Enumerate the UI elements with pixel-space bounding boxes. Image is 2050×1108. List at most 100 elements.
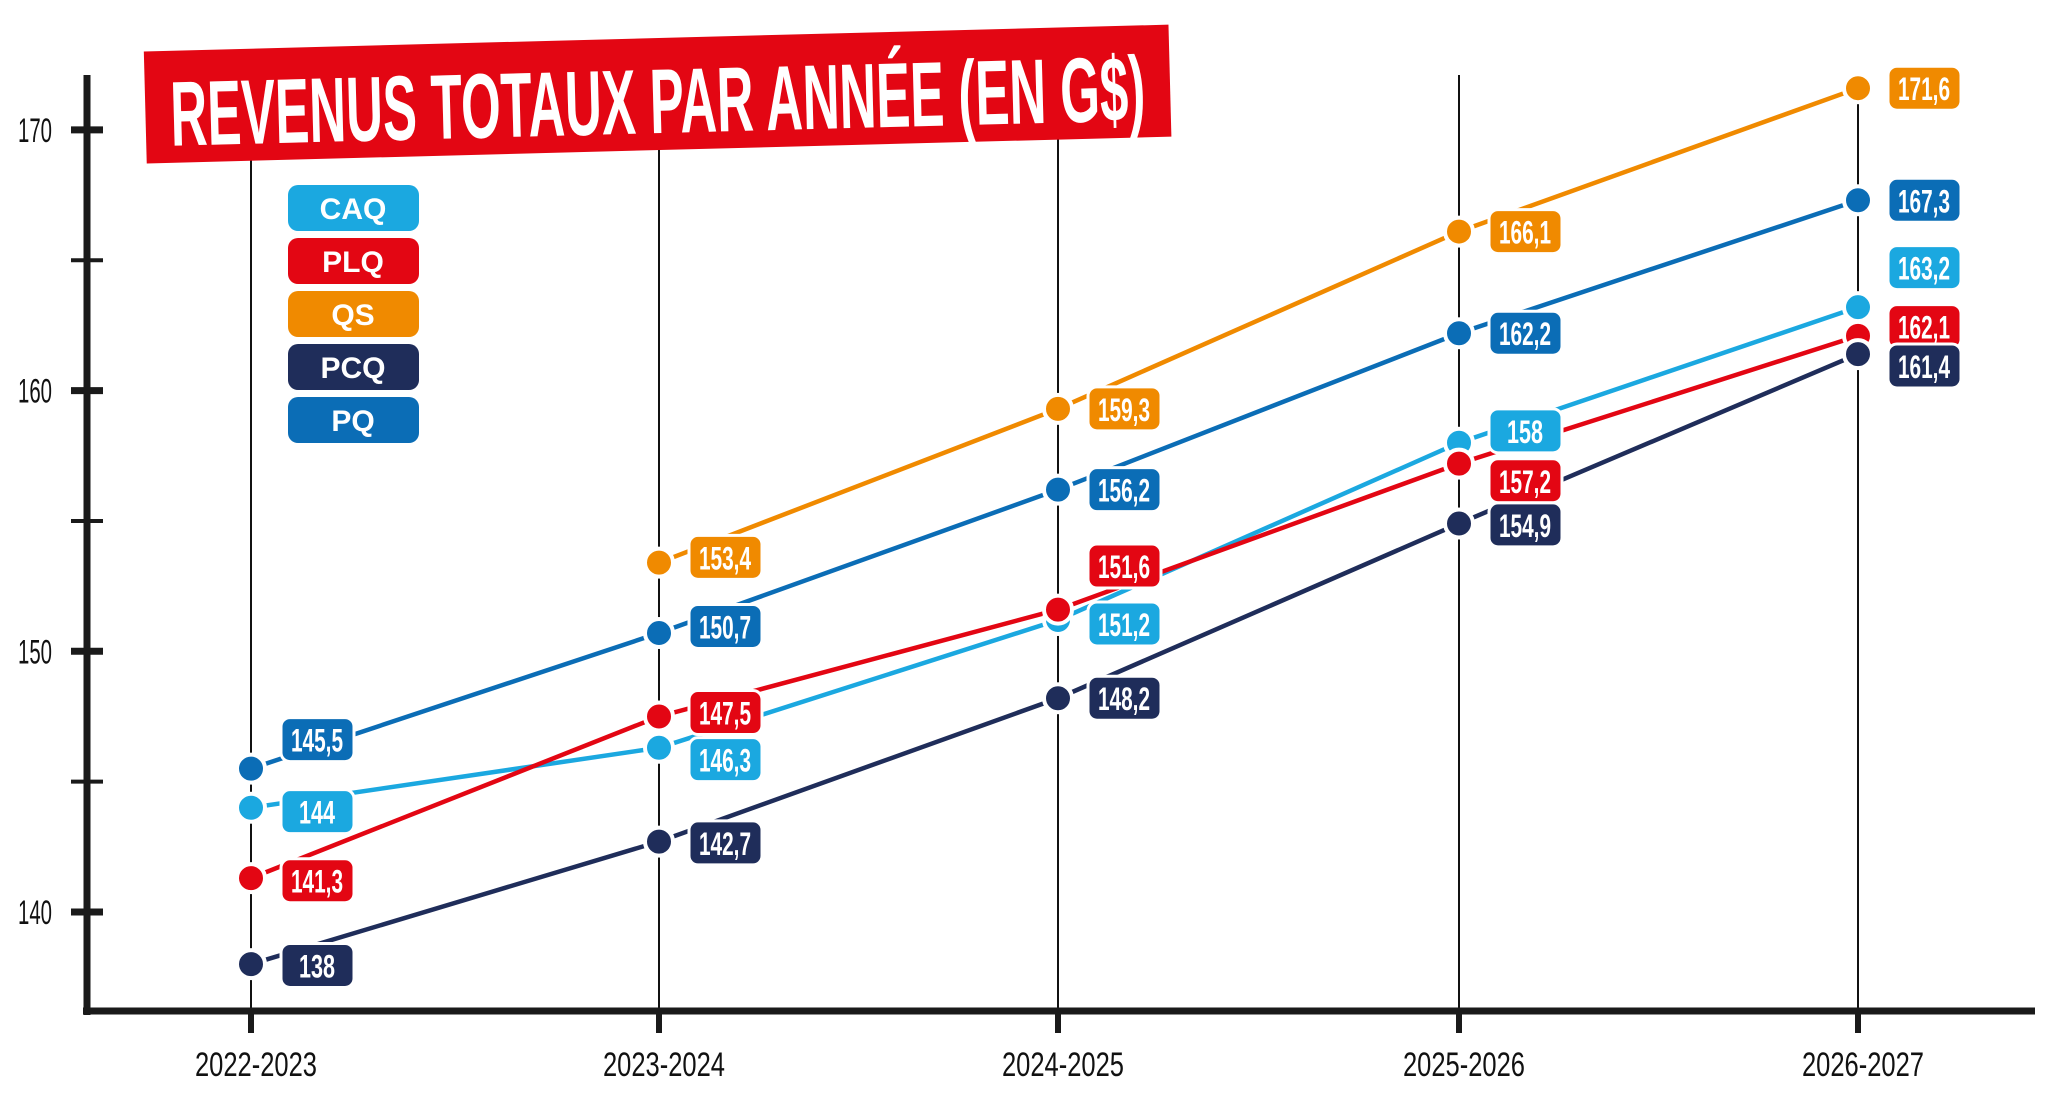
data-point-pq [1042,473,1074,506]
title-banner: REVENUS TOTAUX PAR ANNÉE (EN G$) [143,24,1172,166]
y-tick-label: 140 [18,894,52,932]
legend-item-pcq: PCQ [288,344,419,390]
data-label-pq: 162,2 [1487,309,1564,357]
legend-label: PLQ [322,246,384,279]
data-label-box [1487,208,1564,256]
data-point-pcq [1842,338,1874,371]
data-point-pcq [1042,682,1074,715]
data-label-pcq: 142,7 [687,819,764,867]
legend-item-qs: QS [288,291,419,337]
legend-label: CAQ [320,193,387,226]
data-label-qs: 159,3 [1086,385,1163,433]
data-point-pq [235,752,267,785]
legend-label: PCQ [320,352,385,385]
data-label-box [1487,501,1564,549]
y-tick-label: 150 [18,633,52,671]
data-label-plq: 162,1 [1886,303,1963,351]
data-label-box [687,602,764,650]
data-point-pq [1443,317,1475,350]
data-point-pcq [643,825,675,858]
data-label-plq: 151,6 [1086,542,1163,590]
data-label-text: 162,2 [1499,316,1551,352]
data-label-caq: 146,3 [687,736,764,784]
x-tick-label: 2024-2025 [1002,1046,1124,1084]
data-label-text: 166,1 [1499,215,1551,251]
data-label-text: 145,5 [291,723,343,759]
legend-item-caq: CAQ [288,185,419,231]
series-points [235,72,1874,981]
data-label-box [1487,309,1564,357]
data-label-text: 151,2 [1098,607,1150,643]
data-label-box [687,689,764,737]
data-point-plq [643,700,675,733]
data-label-caq: 151,2 [1086,600,1163,648]
legend-label: QS [331,299,374,332]
data-label-pcq: 154,9 [1487,501,1564,549]
data-point-pq [1842,184,1874,217]
data-label-pcq: 148,2 [1086,674,1163,722]
legend-swatch [288,238,419,284]
data-label-box [279,716,356,764]
data-label-text: 163,2 [1898,251,1950,287]
data-label-pq: 150,7 [687,602,764,650]
data-label-box [1086,674,1163,722]
data-label-text: 138 [299,948,335,984]
data-label-text: 171,6 [1898,71,1950,107]
data-point-plq [235,862,267,895]
series-line-qs [658,86,1859,565]
series-lines [250,86,1859,967]
data-label-box [687,533,764,581]
y-tick-label: 170 [18,112,52,150]
series-line-caq [250,305,1859,810]
data-point-qs [1842,72,1874,105]
data-label-text: 161,4 [1898,349,1950,385]
data-label-text: 142,7 [699,826,751,862]
data-point-pcq [1443,507,1475,540]
data-label-plq: 147,5 [687,689,764,737]
x-tick-label: 2025-2026 [1403,1046,1525,1084]
data-label-box [279,857,356,905]
data-label-text: 141,3 [291,864,343,900]
title-banner-background [143,24,1172,164]
data-label-box [1886,244,1963,292]
legend-swatch [288,397,419,443]
data-point-qs [1443,215,1475,248]
legend-item-plq: PLQ [288,238,419,284]
data-label-text: 146,3 [699,743,751,779]
chart-title: REVENUS TOTAUX PAR ANNÉE (EN G$) [169,37,1146,165]
data-label-box [1086,385,1163,433]
data-label-box [1886,176,1963,224]
data-label-text: 151,6 [1098,549,1150,585]
data-point-caq [643,731,675,764]
data-label-pq: 145,5 [279,716,356,764]
data-point-pq [643,617,675,650]
data-point-qs [1042,392,1074,425]
data-label-box [1086,466,1163,514]
y-tick-label: 160 [18,373,52,411]
vertical-gridlines [250,75,1859,1011]
data-label-box [1886,342,1963,390]
x-tick-label: 2026-2027 [1802,1046,1924,1084]
x-tick-label: 2023-2024 [603,1046,725,1084]
series-line-pcq [250,352,1859,967]
data-label-box [1086,542,1163,590]
data-label-box [687,736,764,784]
data-label-text: 156,2 [1098,473,1150,509]
data-label-caq: 144 [279,788,356,836]
data-point-qs [643,546,675,579]
data-label-pcq: 161,4 [1886,342,1963,390]
data-label-text: 159,3 [1098,392,1150,428]
data-label-plq: 157,2 [1487,457,1564,505]
data-label-text: 154,9 [1499,508,1551,544]
legend-label: PQ [331,405,374,438]
legend-item-pq: PQ [288,397,419,443]
data-label-text: 148,2 [1098,681,1150,717]
data-label-text: 157,2 [1499,464,1551,500]
data-label-caq: 158 [1487,407,1564,455]
data-label-box [1086,600,1163,648]
data-label-qs: 171,6 [1886,64,1963,112]
data-label-box [1487,407,1564,455]
data-label-pcq: 138 [279,941,356,989]
data-label-box [1886,64,1963,112]
